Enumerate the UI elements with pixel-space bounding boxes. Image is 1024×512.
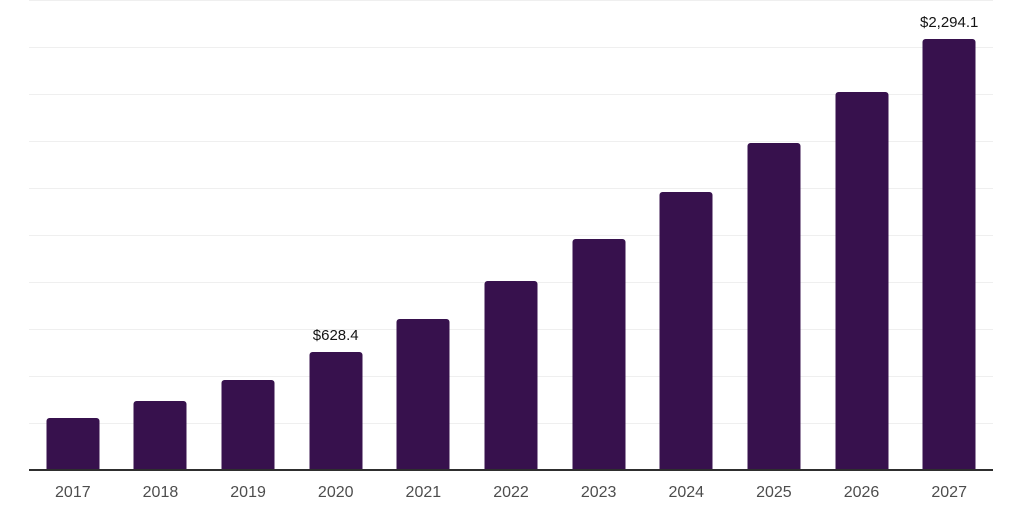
bar-2025 — [747, 142, 801, 470]
x-tick-2023: 2023 — [580, 484, 617, 501]
x-tick-2019: 2019 — [230, 484, 266, 501]
x-tick-2025: 2025 — [756, 484, 792, 501]
bar-group-2022 — [467, 0, 555, 470]
gridline-2000 — [29, 94, 993, 95]
x-tick-2017: 2017 — [55, 484, 91, 501]
bar-2022 — [484, 280, 538, 470]
bar-group-2025 — [730, 0, 818, 470]
gridline-1500 — [29, 188, 993, 189]
bar-2019 — [221, 379, 275, 470]
bar-2018 — [133, 400, 187, 470]
bar-group-2027: $2,294.1 — [905, 0, 993, 470]
bar-group-2026 — [818, 0, 906, 470]
gridline-2500 — [29, 0, 993, 1]
x-tick-2020: 2020 — [317, 484, 354, 501]
bar-2017 — [46, 418, 100, 470]
x-tick-2018: 2018 — [142, 484, 179, 501]
data-label-2020: $628.4 — [312, 326, 359, 344]
plot-area: $628.4 $2,294.1 — [29, 0, 993, 470]
x-axis-line — [29, 469, 993, 471]
bar-group-2018 — [117, 0, 205, 470]
bar-2027 — [922, 38, 976, 470]
bar-group-2021 — [380, 0, 468, 470]
x-tick-2024: 2024 — [668, 484, 705, 501]
x-tick-2022: 2022 — [493, 484, 529, 501]
bar-2020 — [309, 351, 363, 470]
bar-group-2020: $628.4 — [292, 0, 380, 470]
gridline-1750 — [29, 141, 993, 142]
data-label-2027: $2,294.1 — [919, 13, 979, 31]
bar-2026 — [835, 91, 889, 470]
bar-2023 — [572, 238, 626, 470]
bar-group-2017 — [29, 0, 117, 470]
gridline-1250 — [29, 235, 993, 236]
bar-2021 — [396, 319, 450, 470]
bar-2024 — [659, 191, 713, 470]
bar-group-2023 — [555, 0, 643, 470]
x-axis-tick-labels: 2017 2018 2019 2020 2021 2022 2023 2024 2025 2026… — [29, 483, 993, 507]
x-tick-2021: 2021 — [405, 484, 442, 501]
x-tick-2027: 2027 — [931, 484, 967, 501]
bar-group-2019 — [204, 0, 292, 470]
bar-group-2024 — [642, 0, 730, 470]
gridline-2250 — [29, 47, 993, 48]
x-tick-2026: 2026 — [843, 484, 880, 501]
